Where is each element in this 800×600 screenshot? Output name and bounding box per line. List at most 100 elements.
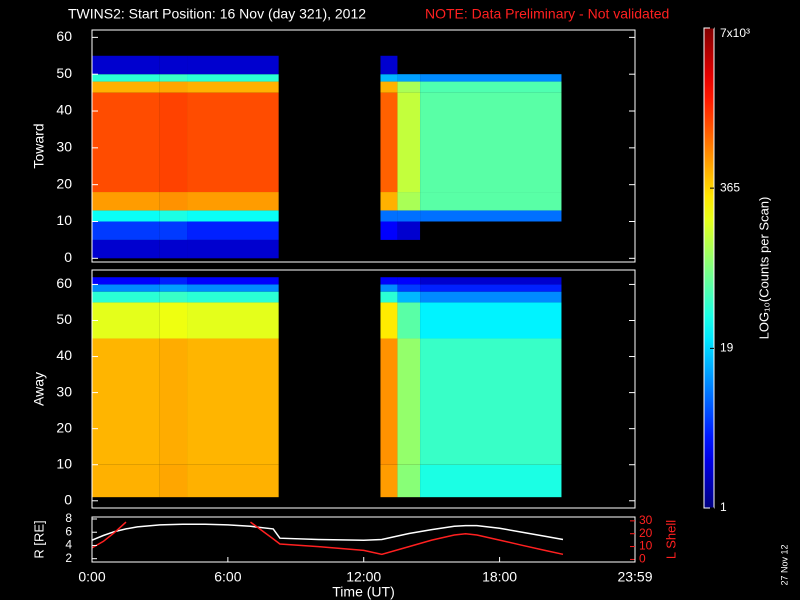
heatmap-cell [380, 81, 398, 93]
heatmap-cell [187, 464, 279, 498]
y-tick-label: 6 [65, 524, 72, 538]
heatmap-cell [92, 284, 160, 292]
heatmap-cell [420, 81, 562, 93]
y-tick-label: 0 [64, 249, 72, 265]
heatmap-cell [187, 302, 279, 339]
heatmap-cell [92, 92, 160, 193]
colorbar-tick-label: 1 [720, 500, 727, 514]
heatmap-cell [420, 284, 562, 292]
heatmap-cell [380, 192, 398, 211]
heatmap-cell [380, 464, 398, 498]
heatmap-cell [159, 338, 188, 465]
y-tick-label: 20 [56, 175, 72, 191]
colorbar-label: LOG₁₀(Counts per Scan) [756, 197, 771, 340]
heatmap-cell [159, 92, 188, 193]
y-tick-label: 50 [56, 65, 72, 81]
heatmap-cell [92, 210, 160, 222]
heatmap-cell [187, 284, 279, 292]
colorbar-tick-label: 19 [720, 341, 734, 355]
heatmap-cell [92, 192, 160, 211]
heatmap-cell [187, 239, 279, 259]
plot-frame [91, 269, 636, 509]
heatmap-cell [380, 221, 398, 240]
heatmap-cell [92, 302, 160, 339]
colorbar [703, 27, 715, 509]
y-tick-label: 30 [56, 383, 72, 399]
heatmap-cell [420, 291, 562, 303]
heatmap-cell [420, 192, 562, 211]
heatmap-cell [187, 338, 279, 465]
heatmap-cell [187, 221, 279, 240]
heatmap-cell [397, 284, 421, 292]
y-tick-label: 0 [64, 491, 72, 507]
colorbar-tick-label: 7x10³ [720, 26, 750, 40]
x-tick-label: 0:00 [78, 569, 105, 585]
heatmap-cell [159, 74, 188, 82]
y-axis-label: Away [31, 372, 47, 406]
y-tick-label: 60 [56, 275, 72, 291]
heatmap-cell [397, 92, 421, 193]
heatmap-cell [92, 74, 160, 82]
colorbar-tick-label: 365 [720, 180, 740, 194]
y-tick-label: 2 [65, 551, 72, 565]
heatmap-cell [159, 284, 188, 292]
heatmap-cell [397, 74, 421, 82]
heatmap-cell [159, 81, 188, 93]
heatmap-cell [159, 192, 188, 211]
heatmap-cell [92, 81, 160, 93]
y-tick-label: 60 [56, 28, 72, 44]
heatmap-cell [420, 302, 562, 339]
heatmap-cell [159, 302, 188, 339]
heatmap-cell [380, 284, 398, 292]
heatmap-cell [92, 239, 160, 259]
heatmap-cell [187, 74, 279, 82]
series-line [91, 523, 564, 541]
y2-tick-label: 30 [639, 513, 653, 527]
y-tick-label: 40 [56, 347, 72, 363]
heatmap-cell [397, 277, 421, 285]
date-stamp: 27 Nov 12 [779, 544, 789, 585]
heatmap-cell [159, 277, 188, 285]
x-tick-label: 23:59 [617, 569, 652, 585]
y2-tick-label: 10 [639, 539, 653, 553]
series-line [91, 521, 564, 556]
heatmap-cell [92, 277, 160, 285]
y-tick-label: 10 [56, 455, 72, 471]
heatmap-cell [380, 55, 398, 75]
heatmap-cell [380, 92, 398, 193]
heatmap-cell [92, 291, 160, 303]
plot-frame [91, 29, 636, 263]
heatmap-cell [187, 210, 279, 222]
heatmap-cell [420, 210, 562, 222]
chart-title: TWINS2: Start Position: 16 Nov (day 321)… [68, 6, 366, 22]
heatmap-cell [380, 291, 398, 303]
heatmap-cell [159, 210, 188, 222]
y-axis-label: L Shell [663, 520, 678, 559]
x-tick-label: 6:00 [214, 569, 241, 585]
heatmap-cell [159, 55, 188, 75]
y-tick-label: 30 [56, 139, 72, 155]
heatmap-cell [92, 464, 160, 498]
heatmap-cell [187, 192, 279, 211]
heatmap-cell [380, 74, 398, 82]
y2-tick-label: 20 [639, 526, 653, 540]
heatmap-cell [187, 92, 279, 193]
y-tick-label: 4 [65, 538, 72, 552]
heatmap-cell [159, 221, 188, 240]
y-tick-label: 40 [56, 102, 72, 118]
annotation: NOTE: Data Preliminary - Not validated [425, 6, 669, 22]
y-axis-label: R [RE] [31, 520, 46, 558]
heatmap-cell [420, 74, 562, 82]
heatmap-cell [159, 464, 188, 498]
x-tick-label: 18:00 [482, 569, 517, 585]
heatmap-cell [92, 55, 160, 75]
heatmap-cell [187, 291, 279, 303]
y-tick-label: 20 [56, 419, 72, 435]
heatmap-cell [397, 302, 421, 339]
y-tick-label: 50 [56, 311, 72, 327]
heatmap-cell [397, 464, 421, 498]
heatmap-cell [380, 302, 398, 339]
x-axis-label: Time (UT) [332, 584, 394, 600]
y2-tick-label: 0 [639, 552, 646, 566]
